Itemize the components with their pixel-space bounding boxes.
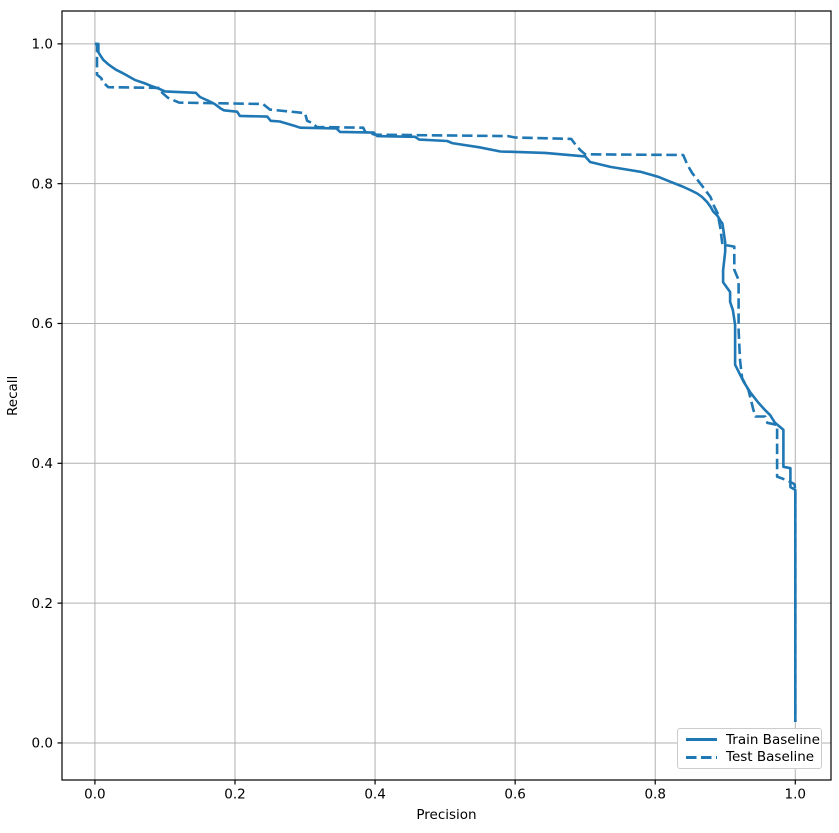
y-tick-label: 1.0 bbox=[32, 37, 53, 53]
x-tick-label: 0.2 bbox=[224, 787, 245, 803]
y-tick-label: 0.0 bbox=[32, 736, 53, 752]
y-axis-label: Recall bbox=[5, 375, 21, 416]
y-tick-label: 0.4 bbox=[32, 456, 53, 472]
legend-item-test: Test Baseline bbox=[686, 749, 815, 767]
x-tick-label: 0.0 bbox=[84, 787, 105, 803]
train-line-sample bbox=[686, 738, 717, 742]
test-legend-label: Test Baseline bbox=[726, 749, 815, 766]
y-tick-label: 0.2 bbox=[32, 596, 53, 612]
x-axis-label: Precision bbox=[416, 807, 477, 823]
legend: Train Baseline Test Baseline bbox=[677, 728, 822, 769]
x-tick-label: 0.6 bbox=[504, 787, 525, 803]
y-tick-label: 0.6 bbox=[32, 316, 53, 332]
x-tick-label: 0.8 bbox=[644, 787, 665, 803]
x-tick-label: 0.4 bbox=[364, 787, 385, 803]
axes-frame bbox=[61, 10, 832, 781]
train-legend-label: Train Baseline bbox=[726, 731, 820, 748]
train-baseline-line bbox=[94, 42, 797, 722]
test-baseline-line bbox=[94, 42, 797, 722]
test-line-sample bbox=[686, 755, 717, 759]
legend-item-train: Train Baseline bbox=[686, 731, 820, 749]
y-tick-label: 0.8 bbox=[32, 176, 53, 192]
x-tick-label: 1.0 bbox=[785, 787, 806, 803]
